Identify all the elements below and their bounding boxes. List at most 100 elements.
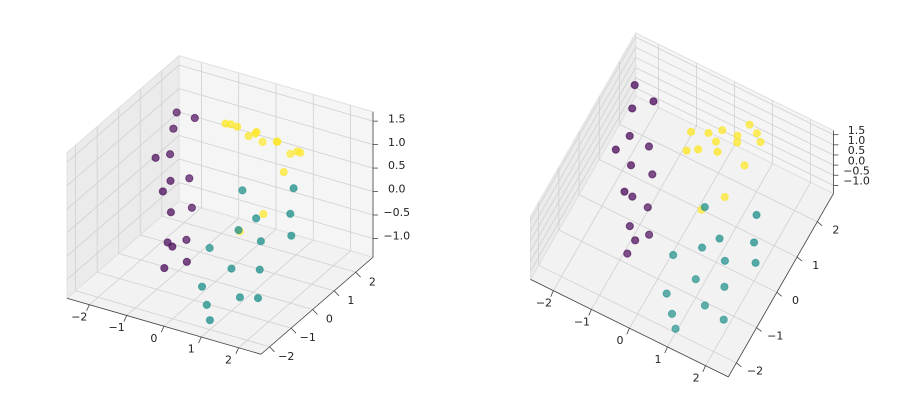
x-tick-label: 2 (693, 372, 700, 385)
grid-line (97, 271, 292, 329)
grid-line (553, 107, 659, 291)
point (697, 243, 707, 252)
grid-line (238, 250, 351, 349)
z-tick-label: −0.5 (383, 206, 410, 219)
grid-line (591, 125, 697, 310)
point (182, 235, 191, 244)
point (166, 208, 176, 217)
point (168, 242, 177, 251)
x-tick-label: −2 (71, 310, 87, 323)
point (700, 301, 710, 310)
point (234, 225, 243, 235)
point (704, 128, 713, 138)
tick-mark (817, 221, 823, 227)
point (227, 264, 236, 273)
z-tick-label: −1.0 (383, 230, 410, 243)
tick-mark (86, 304, 90, 311)
tick-mark (702, 365, 706, 372)
z-tick-label: 0.0 (388, 183, 406, 196)
tick-mark (756, 327, 762, 332)
point (628, 104, 637, 113)
point (166, 176, 175, 186)
grid-line (619, 123, 818, 223)
point (740, 161, 749, 170)
x-tick-label: 2 (225, 353, 232, 366)
point (648, 170, 657, 179)
z-tick-label: 0.5 (388, 159, 406, 172)
point (718, 126, 727, 135)
point (625, 131, 634, 141)
point (158, 187, 167, 196)
tick-mark (550, 290, 554, 297)
point (752, 210, 761, 220)
point (667, 309, 677, 318)
point (752, 129, 762, 138)
grid-line (629, 144, 735, 329)
point (205, 316, 215, 325)
point (713, 147, 722, 156)
point (626, 161, 636, 170)
tick-mark (333, 290, 340, 297)
x-tick-label: −1 (109, 321, 125, 334)
point (235, 293, 245, 302)
grid-line (66, 88, 180, 186)
grid-line (635, 67, 834, 166)
point (287, 231, 296, 240)
grid-line (66, 64, 180, 163)
y-tick-label: −2 (747, 365, 763, 378)
z-tick-label: 0.5 (848, 144, 866, 157)
point (733, 138, 742, 147)
point (623, 249, 632, 258)
point (182, 257, 191, 266)
axis-line (530, 279, 729, 378)
point (197, 282, 207, 291)
point (258, 137, 267, 147)
grid-line (75, 290, 270, 348)
grid-line (163, 228, 277, 327)
point (719, 315, 728, 324)
grid-line (126, 218, 239, 316)
point (289, 184, 298, 193)
grid-line (66, 182, 180, 280)
tick-mark (160, 326, 165, 333)
grid-line (530, 36, 637, 221)
grid-line (178, 135, 374, 192)
grid-line (89, 207, 202, 306)
point (751, 258, 760, 267)
y-tick-label: 2 (369, 275, 376, 288)
point (272, 137, 281, 146)
point (221, 119, 230, 128)
point (745, 120, 754, 129)
grid-line (558, 229, 757, 328)
y-tick-label: 0 (326, 313, 333, 326)
point (233, 122, 242, 131)
point (279, 168, 288, 177)
point (720, 192, 729, 202)
point (238, 186, 247, 195)
point (644, 142, 654, 151)
z-tick-label: 0.0 (848, 154, 866, 167)
point (694, 145, 703, 154)
y-tick-label: 1 (347, 294, 354, 307)
point (296, 148, 305, 157)
point (202, 300, 211, 309)
grid-line (530, 87, 637, 272)
grid-line (705, 182, 811, 366)
point (649, 97, 658, 106)
x-tick-label: 0 (150, 332, 157, 345)
z-tick-label: 1.0 (848, 134, 866, 147)
point (700, 203, 709, 212)
tick-mark (198, 336, 202, 344)
point (252, 127, 261, 137)
point (628, 192, 637, 201)
point (190, 113, 199, 123)
y-tick-label: −2 (278, 350, 294, 363)
point (625, 222, 634, 231)
point (169, 124, 178, 133)
point (733, 131, 742, 140)
point (669, 250, 678, 260)
point (151, 153, 160, 162)
